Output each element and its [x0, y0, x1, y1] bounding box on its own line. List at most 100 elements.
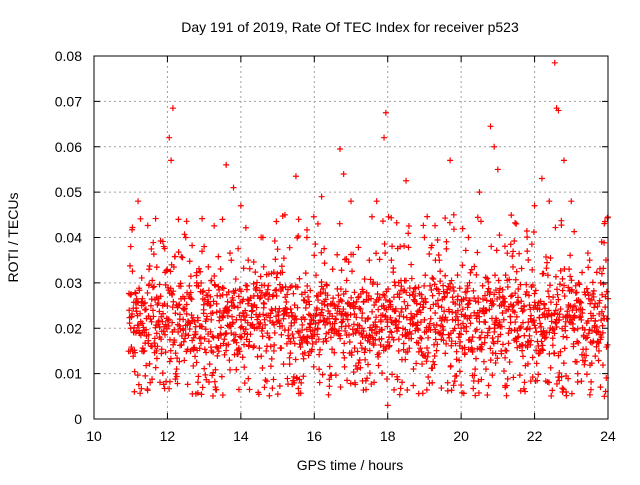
data-point: [148, 296, 155, 303]
data-point: [271, 321, 278, 328]
data-point: [315, 297, 322, 304]
data-point: [543, 253, 550, 260]
data-point: [144, 387, 151, 394]
y-tick-label: 0.02: [55, 320, 82, 336]
data-point: [204, 292, 211, 299]
data-point: [205, 338, 212, 345]
data-point: [508, 327, 515, 334]
data-point: [174, 380, 181, 387]
data-point: [326, 383, 333, 390]
data-point: [141, 329, 148, 336]
data-point: [172, 370, 179, 377]
data-point: [349, 268, 356, 275]
data-point: [604, 214, 611, 221]
data-point: [135, 381, 142, 388]
data-point: [513, 220, 520, 227]
data-point: [529, 266, 536, 273]
data-point: [458, 382, 465, 389]
data-point: [510, 302, 517, 309]
data-point: [226, 307, 233, 314]
data-point: [431, 281, 438, 288]
data-point: [380, 291, 387, 298]
data-point: [469, 348, 476, 355]
data-point: [314, 325, 321, 332]
data-point: [568, 286, 575, 293]
data-point: [368, 295, 375, 302]
data-point: [326, 363, 333, 370]
data-point: [255, 391, 262, 398]
data-point: [598, 270, 605, 277]
data-point: [252, 269, 259, 276]
data-point: [371, 379, 378, 386]
data-point: [348, 198, 354, 205]
data-point: [497, 285, 504, 292]
data-point: [427, 315, 434, 322]
data-point: [203, 349, 210, 356]
data-point: [390, 265, 397, 272]
data-point: [446, 219, 453, 226]
data-point: [375, 306, 382, 313]
data-point: [316, 366, 323, 373]
data-point: [485, 382, 492, 389]
data-point: [136, 287, 143, 294]
data-point: [173, 366, 180, 373]
data-point: [398, 309, 405, 316]
data-point: [234, 304, 241, 311]
data-point: [245, 300, 252, 307]
data-point: [422, 272, 429, 279]
data-point: [573, 289, 580, 296]
data-point: [170, 288, 177, 295]
data-point: [489, 297, 496, 304]
data-point: [274, 246, 281, 253]
data-point: [285, 332, 292, 339]
data-point: [425, 349, 432, 356]
data-point: [452, 340, 459, 347]
data-point: [286, 354, 293, 361]
data-point: [240, 265, 247, 272]
data-point: [413, 300, 420, 307]
data-point: [375, 362, 382, 369]
data-point: [462, 247, 469, 254]
data-point: [553, 301, 560, 308]
data-point: [471, 372, 478, 379]
data-point: [162, 331, 169, 338]
data-point: [435, 329, 442, 336]
data-point: [232, 276, 239, 283]
data-point: [417, 319, 424, 326]
data-point: [524, 338, 531, 345]
data-point: [295, 233, 302, 240]
data-point: [585, 292, 592, 299]
data-point: [350, 369, 357, 376]
data-point: [424, 353, 431, 360]
data-point: [138, 385, 145, 392]
data-point: [550, 326, 557, 333]
data-point: [166, 385, 173, 392]
data-point: [543, 265, 550, 272]
data-point: [554, 291, 561, 298]
data-point: [288, 322, 295, 329]
data-point: [541, 305, 548, 312]
data-point: [511, 327, 518, 334]
data-point: [533, 360, 540, 367]
data-point: [584, 318, 591, 325]
data-point: [147, 315, 154, 322]
data-point: [493, 247, 500, 254]
y-tick-labels: 0 0.01 0.02 0.03 0.04 0.05 0.06 0.07 0.08: [55, 48, 82, 427]
data-point: [551, 330, 558, 337]
data-point: [555, 296, 562, 303]
data-point: [153, 347, 160, 354]
data-point: [402, 305, 409, 312]
data-point: [547, 299, 554, 306]
y-axis-label: ROTI / TECUs: [5, 193, 21, 283]
data-point: [378, 335, 385, 342]
data-point: [258, 289, 265, 296]
data-point: [512, 290, 519, 297]
data-point: [488, 243, 495, 250]
data-point: [221, 351, 228, 358]
data-point: [583, 352, 590, 359]
data-point: [546, 198, 553, 205]
data-point: [211, 272, 218, 279]
data-point: [259, 325, 266, 332]
data-point: [379, 327, 386, 334]
data-point: [396, 294, 403, 301]
